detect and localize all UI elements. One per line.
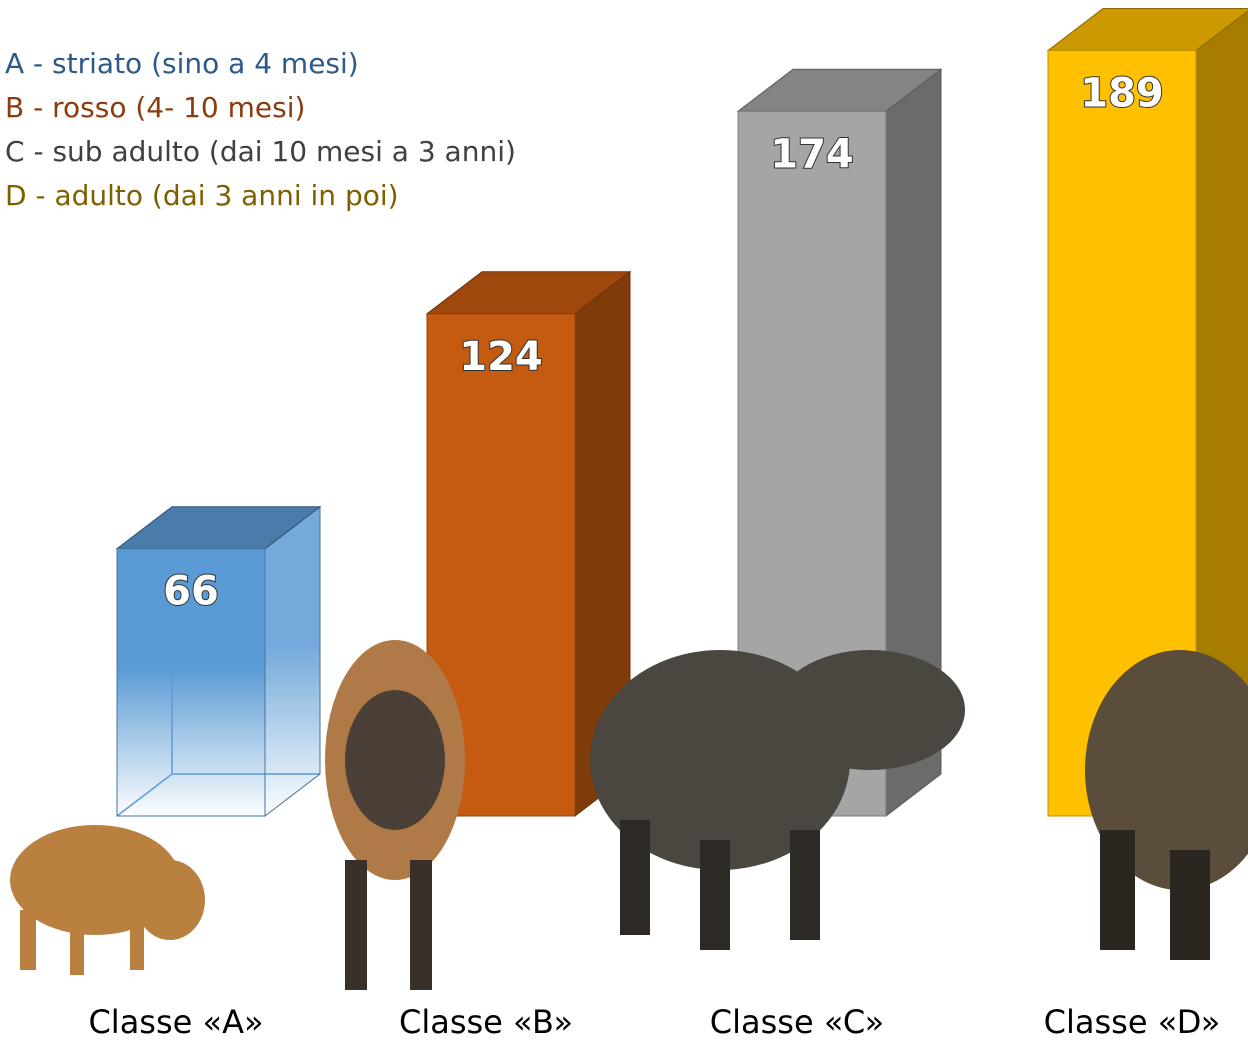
boar-b	[325, 640, 465, 990]
legend-line: A - striato (sino a 4 mesi)	[5, 47, 359, 80]
boar-d	[1085, 650, 1248, 960]
value-label: 174	[770, 131, 854, 177]
legend-line: B - rosso (4- 10 mesi)	[5, 91, 305, 124]
category-label: Classe «B»	[399, 1003, 573, 1041]
legend-line: C - sub adulto (dai 10 mesi a 3 anni)	[5, 135, 516, 168]
legend-line: D - adulto (dai 3 anni in poi)	[5, 179, 399, 212]
value-label: 66	[163, 569, 219, 615]
category-label: Classe «C»	[710, 1003, 884, 1041]
bar	[116, 548, 266, 817]
category-label: Classe «D»	[1044, 1003, 1221, 1041]
bar-side	[264, 505, 321, 818]
value-label: 124	[459, 334, 543, 380]
boar-c	[590, 650, 965, 950]
category-label: Classe «A»	[88, 1003, 263, 1041]
bars: 66 124 174 189	[115, 8, 1248, 818]
value-label: 189	[1080, 71, 1164, 117]
boar-a	[10, 825, 205, 975]
animal-images	[10, 640, 1248, 990]
